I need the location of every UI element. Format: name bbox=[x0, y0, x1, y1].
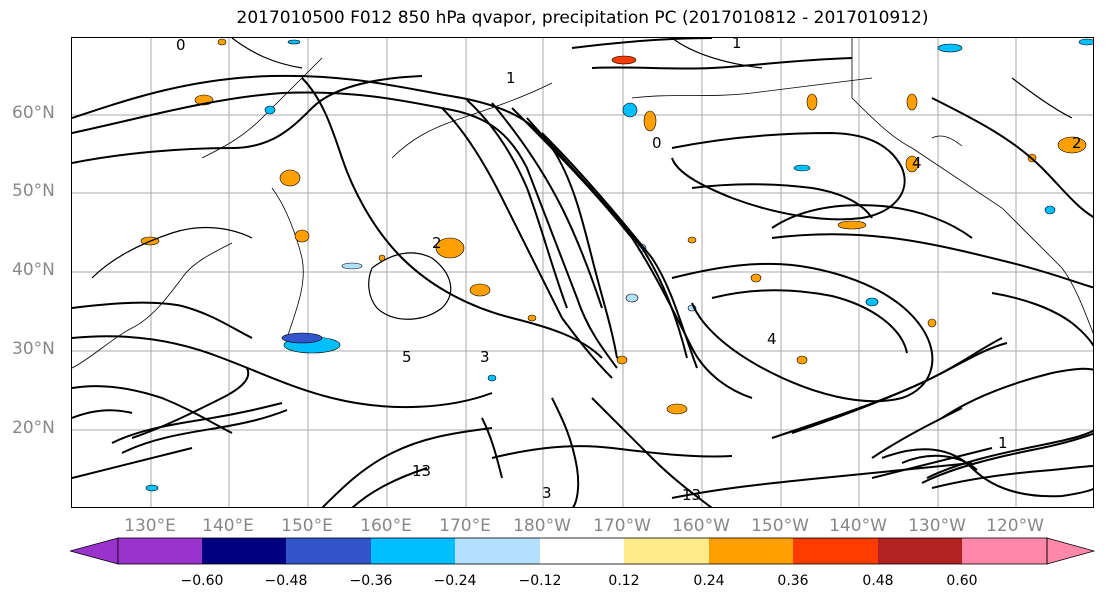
colorbar-tick-label: 0.12 bbox=[608, 573, 640, 589]
colorbar-tick-label: −0.48 bbox=[264, 573, 308, 589]
lat-label-60n: 60°N bbox=[12, 103, 55, 123]
positive-precip-areas bbox=[140, 38, 1087, 415]
lon-label-140w: 140°W bbox=[829, 516, 887, 536]
coastlines bbox=[72, 38, 1093, 369]
contour-label: 2 bbox=[1072, 134, 1082, 152]
colorbar-segment bbox=[202, 538, 286, 564]
colorbar-extend-high bbox=[1046, 537, 1095, 565]
colorbar-segment bbox=[878, 538, 962, 564]
colorbar-tick-label: 0.36 bbox=[777, 573, 809, 589]
colorbar-segment bbox=[118, 538, 202, 564]
lon-label-150e: 150°E bbox=[281, 516, 333, 536]
colorbar-segment bbox=[371, 538, 455, 564]
lat-label-50n: 50°N bbox=[12, 181, 55, 201]
colorbar-tick-label: 0.60 bbox=[946, 573, 978, 589]
lat-label-30n: 30°N bbox=[12, 339, 55, 359]
contour-label: 3 bbox=[480, 348, 490, 366]
lat-label-40n: 40°N bbox=[12, 260, 55, 280]
map-canvas: 0 1 2 3 4 5 1 0 13 1 13 3 2 4 bbox=[72, 38, 1093, 507]
contour-label: 4 bbox=[912, 154, 922, 172]
colorbar bbox=[70, 537, 1095, 565]
gridlines bbox=[72, 38, 1093, 507]
lon-label-160w: 160°W bbox=[672, 516, 730, 536]
colorbar-tick-label: 0.48 bbox=[862, 573, 894, 589]
lon-label-150w: 150°W bbox=[751, 516, 809, 536]
map-panel: 0 1 2 3 4 5 1 0 13 1 13 3 2 4 bbox=[71, 37, 1094, 508]
contour-label: 3 bbox=[542, 484, 552, 502]
contour-labels: 0 1 2 3 4 5 1 0 13 1 13 3 2 4 bbox=[176, 38, 1082, 504]
colorbar-extend-low bbox=[70, 537, 119, 565]
map-title: 2017010500 F012 850 hPa qvapor, precipit… bbox=[236, 8, 929, 28]
lon-label-170w: 170°W bbox=[593, 516, 651, 536]
colorbar-tick-label: −0.24 bbox=[433, 573, 477, 589]
lon-label-180w: 180°W bbox=[513, 516, 571, 536]
lon-label-160e: 160°E bbox=[360, 516, 412, 536]
lon-label-170e: 170°E bbox=[439, 516, 491, 536]
qvapor-contours bbox=[72, 38, 1093, 507]
colorbar-tick-label: 0.24 bbox=[693, 573, 725, 589]
contour-label: 1 bbox=[732, 38, 742, 52]
colorbar-tick-label: −0.36 bbox=[349, 573, 393, 589]
lon-label-130e: 130°E bbox=[124, 516, 176, 536]
colorbar-segment bbox=[709, 538, 793, 564]
colorbar-segment bbox=[962, 538, 1047, 564]
colorbar-tick-label: −0.60 bbox=[180, 573, 224, 589]
lon-label-140e: 140°E bbox=[202, 516, 254, 536]
negative-precip-areas bbox=[145, 38, 1093, 492]
contour-label: 0 bbox=[652, 134, 662, 152]
contour-label: 1 bbox=[506, 69, 516, 87]
qvapor-contours-thin bbox=[91, 38, 1073, 320]
colorbar-segment bbox=[455, 538, 540, 564]
lat-label-20n: 20°N bbox=[12, 418, 55, 438]
contour-label: 4 bbox=[767, 330, 777, 348]
contour-label: 13 bbox=[412, 462, 431, 480]
contour-label: 13 bbox=[682, 486, 701, 504]
contour-label: 1 bbox=[998, 434, 1008, 452]
colorbar-tick-label: −0.12 bbox=[518, 573, 562, 589]
contour-label: 0 bbox=[176, 38, 186, 54]
lon-label-120w: 120°W bbox=[986, 516, 1044, 536]
colorbar-segment bbox=[540, 538, 624, 564]
colorbar-segment bbox=[793, 538, 878, 564]
colorbar-segment bbox=[624, 538, 709, 564]
contour-label: 5 bbox=[402, 348, 412, 366]
contour-label: 2 bbox=[432, 234, 442, 252]
lon-label-130w: 130°W bbox=[908, 516, 966, 536]
colorbar-segment bbox=[286, 538, 371, 564]
